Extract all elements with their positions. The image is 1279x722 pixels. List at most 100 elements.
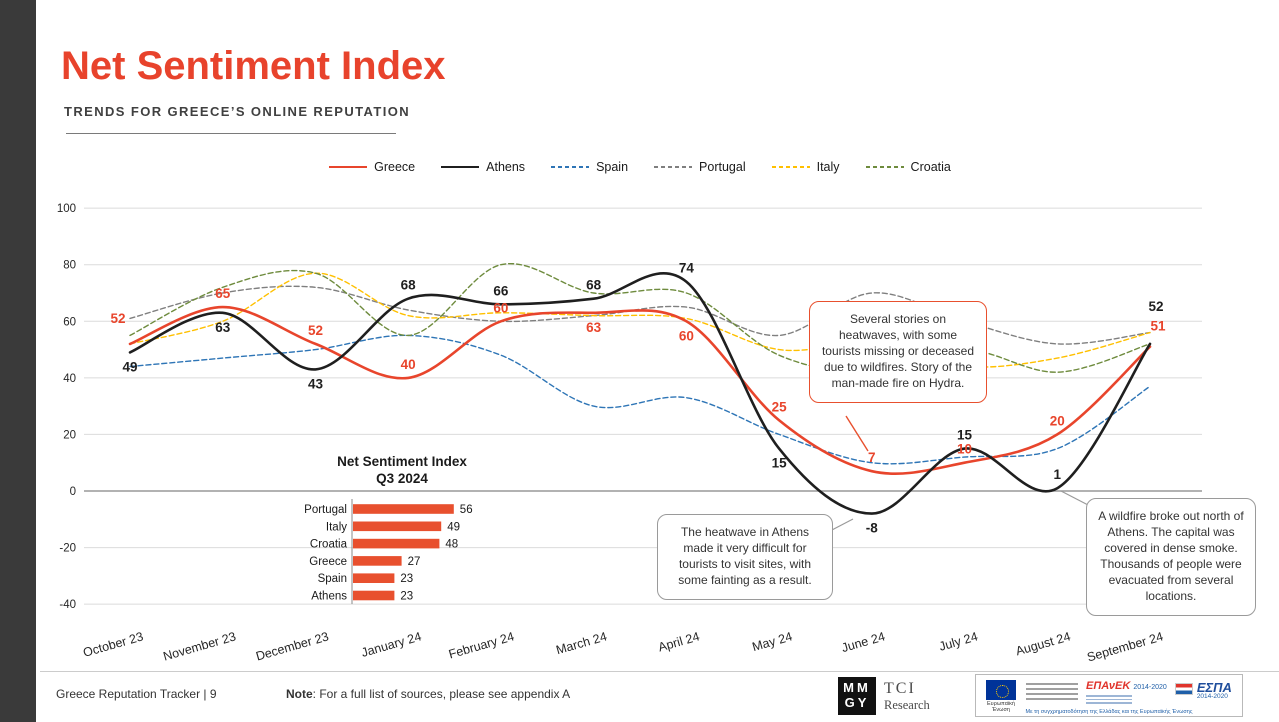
epanek-title: ΕΠΑνΕΚ: [1086, 680, 1131, 692]
chart-legend: Greece Athens Spain Portugal Italy Croatia: [40, 160, 1240, 174]
footer-note-text: : For a full list of sources, please see…: [312, 687, 571, 701]
x-tick-label: May 24: [751, 629, 794, 654]
inset-category-label: Portugal: [304, 504, 347, 516]
y-tick-label: 0: [70, 486, 76, 498]
x-tick-label: July 24: [937, 629, 979, 653]
inset-category-label: Italy: [326, 521, 347, 533]
inset-category-label: Athens: [311, 591, 347, 603]
inset-bar-value: 49: [447, 521, 460, 533]
epanek-logo: ΕΠΑνΕΚ 2014-2020: [1086, 681, 1167, 704]
x-tick-label: January 24: [360, 629, 423, 660]
data-label-greece: 60: [493, 300, 508, 315]
inset-bar-value: 56: [460, 504, 473, 516]
inset-bar: [353, 556, 402, 566]
legend-label-spain: Spain: [596, 160, 629, 174]
footer-note: Note: For a full list of sources, please…: [286, 687, 570, 701]
inset-title: Net Sentiment Index: [337, 454, 467, 469]
legend-swatch-greece: [329, 165, 368, 169]
espa-logo: ΕΣΠΑ 2014-2020: [1174, 680, 1232, 701]
espa-title: ΕΣΠΑ: [1196, 680, 1232, 695]
data-label-greece: 63: [586, 320, 602, 335]
inset-bar: [353, 504, 454, 514]
inset-bar: [353, 521, 442, 532]
slide-left-edge: [0, 0, 36, 722]
data-label-greece: 40: [401, 357, 416, 372]
y-tick-label: 80: [63, 260, 76, 272]
inset-subtitle: Q3 2024: [376, 471, 428, 486]
data-label-athens: 63: [215, 320, 231, 335]
data-label-greece: 10: [957, 442, 972, 457]
epanek-subtext-placeholder: [1086, 695, 1132, 704]
legend-item-portugal: Portugal: [654, 160, 746, 174]
inset-bar-value: 48: [445, 539, 458, 551]
ministry-text-placeholder: [1026, 683, 1078, 700]
data-label-greece: 51: [1150, 319, 1166, 334]
legend-label-athens: Athens: [486, 160, 526, 174]
data-label-greece: 60: [679, 328, 694, 343]
legend-swatch-italy: [771, 166, 810, 168]
legend-label-greece: Greece: [374, 160, 416, 174]
y-tick-label: 20: [63, 429, 76, 441]
espa-years: 2014-2020: [1196, 693, 1228, 700]
x-tick-label: June 24: [840, 629, 887, 655]
annotation-athens-heatwave-callout: The heatwave in Athens made it very diff…: [657, 514, 833, 600]
x-tick-label: November 23: [162, 629, 238, 663]
legend-item-athens: Athens: [441, 160, 525, 174]
data-label-athens: 68: [401, 278, 417, 293]
annotation-wildfire-callout: A wildfire broke out north of Athens. Th…: [1086, 498, 1256, 616]
legend-item-italy: Italy: [771, 160, 840, 174]
eu-flag-block: Ευρωπαϊκή Ένωση: [984, 678, 1018, 713]
legend-swatch-croatia: [865, 166, 904, 168]
epanek-logo-text: ΕΠΑνΕΚ 2014-2020: [1086, 681, 1167, 692]
eu-cofinance-text: Με τη συγχρηματοδότηση της Ελλάδας και τ…: [1025, 709, 1193, 715]
inset-bar-value: 23: [400, 573, 413, 585]
subtitle-underline: [66, 133, 396, 134]
footer-tracker-label: Greece Reputation Tracker | 9: [56, 687, 217, 701]
page-title: Net Sentiment Index: [61, 44, 446, 88]
inset-bar: [353, 573, 395, 583]
inset-bar-value: 27: [408, 556, 421, 568]
data-label-athens: -8: [866, 521, 878, 536]
legend-item-spain: Spain: [551, 160, 628, 174]
data-label-athens: 66: [493, 283, 509, 298]
mmgy-logo-bottom: GY: [844, 695, 870, 710]
x-tick-label: December 23: [254, 629, 330, 663]
mmgy-logo-icon: MM GY: [838, 677, 876, 715]
legend-swatch-athens: [441, 165, 480, 169]
y-tick-label: 40: [63, 373, 76, 385]
data-label-greece: 7: [868, 450, 876, 465]
eu-stars-icon: [995, 684, 1009, 698]
inset-bar: [353, 590, 395, 601]
y-tick-label: 100: [57, 203, 76, 215]
y-tick-label: -40: [59, 599, 76, 611]
y-tick-label: 60: [63, 316, 76, 328]
inset-category-label: Greece: [309, 556, 347, 568]
legend-item-croatia: Croatia: [865, 160, 951, 174]
eu-flag-icon: [986, 680, 1016, 700]
x-tick-label: February 24: [447, 629, 516, 661]
tci-logo-subtext: Research: [884, 697, 930, 712]
data-label-greece: 52: [110, 311, 125, 326]
callout-leader-athens-heatwave: [829, 518, 854, 532]
annotation-heatwaves-callout: Several stories on heatwaves, with some …: [809, 301, 987, 403]
inset-bar: [353, 538, 440, 549]
page-subtitle: TRENDS FOR GREECE’S ONLINE REPUTATION: [64, 104, 411, 119]
data-label-athens: 49: [122, 359, 137, 374]
inset-bar-value: 23: [400, 591, 413, 603]
x-tick-label: March 24: [555, 629, 609, 657]
epanek-years: 2014-2020: [1133, 684, 1167, 691]
series-line-greece: [128, 305, 1152, 475]
tci-logo-text: TCI: [884, 679, 916, 697]
inset-category-label: Croatia: [310, 539, 348, 551]
inset-category-label: Spain: [318, 573, 347, 585]
legend-swatch-spain: [551, 166, 590, 168]
y-tick-label: -20: [59, 543, 76, 555]
data-label-greece: 25: [772, 399, 788, 414]
mmgy-logo-top: MM: [843, 680, 871, 696]
data-label-athens: 68: [586, 278, 602, 293]
footer-note-label: Note: [286, 687, 313, 701]
data-label-greece: 65: [215, 286, 231, 301]
eu-funding-logos: Ευρωπαϊκή Ένωση ΕΠΑνΕΚ 2014-2020 ΕΣΠΑ 20…: [975, 674, 1243, 717]
